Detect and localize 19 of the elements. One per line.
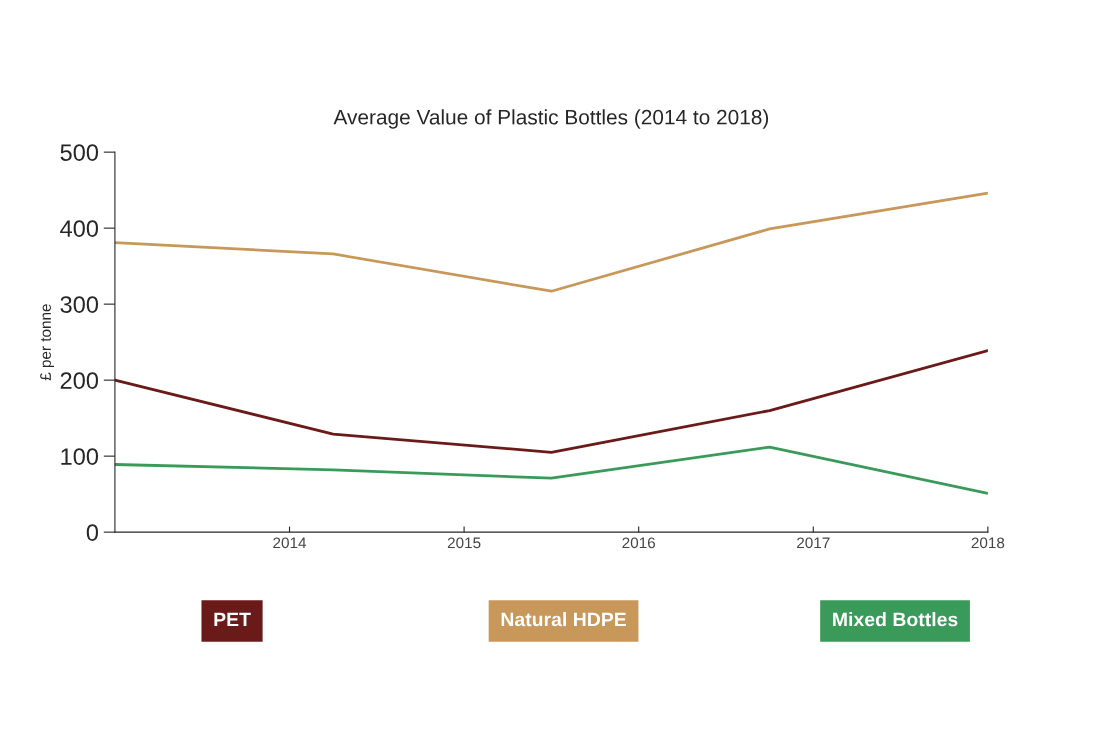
x-tick-label: 2014 — [273, 537, 307, 549]
line-series — [114, 349, 988, 454]
text: Natural HDPE — [501, 612, 626, 627]
x-tick-label: 2017 — [797, 537, 830, 549]
y-axis-title: £ per tonne — [40, 304, 54, 381]
x-tick-label: 2015 — [447, 537, 481, 549]
y-tick-label: 200 — [60, 372, 99, 389]
y-tick-label: 300 — [60, 296, 99, 313]
y-tick-label: 400 — [60, 220, 99, 237]
line-series — [114, 191, 988, 293]
chart-title: Average Value of Plastic Bottles (2014 to 2018) — [333, 109, 769, 129]
y-tick-label: 0 — [86, 524, 99, 541]
x-tick-label: 2016 — [622, 537, 656, 549]
line-series — [114, 445, 988, 495]
text: Mixed Bottles — [833, 612, 958, 627]
y-tick-label: 100 — [61, 448, 99, 465]
x-tick-label: 2018 — [971, 537, 1005, 549]
y-tick-label: 500 — [60, 144, 99, 161]
text: PET — [214, 612, 251, 627]
